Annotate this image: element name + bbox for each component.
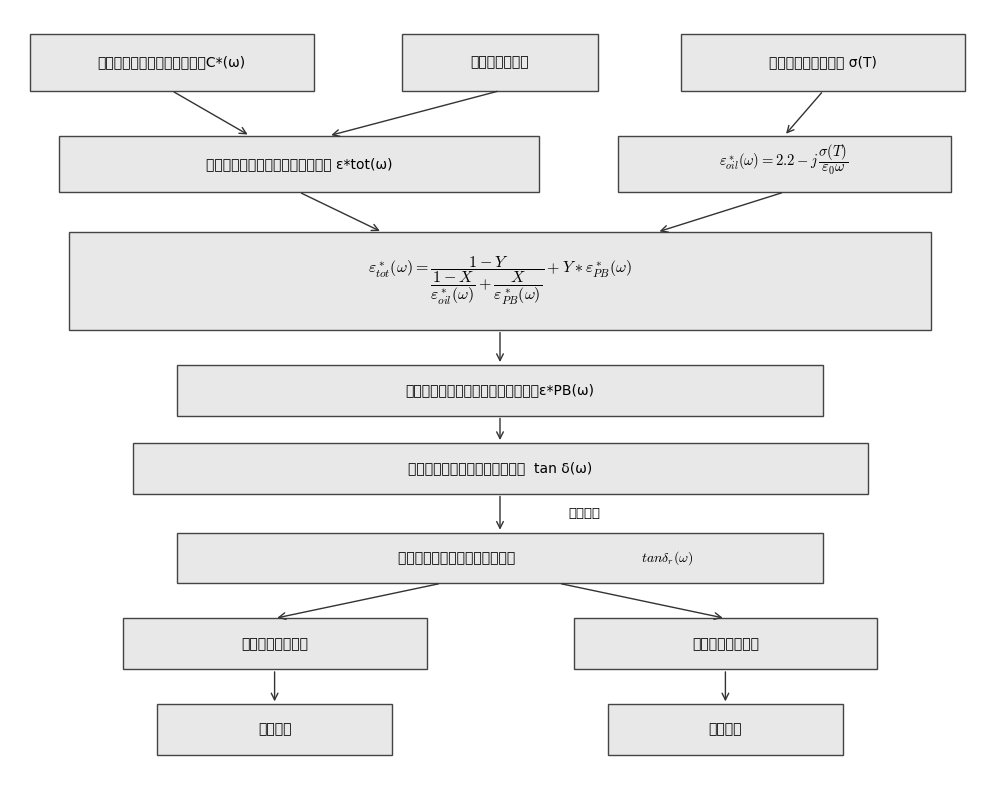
Bar	[69, 232, 931, 330]
Bar	[177, 533, 823, 583]
Bar	[177, 365, 823, 416]
Bar	[618, 136, 951, 192]
Text: 变压器纸板介质损耗因数频域谱: 变压器纸板介质损耗因数频域谱	[398, 551, 524, 565]
Bar	[574, 618, 877, 669]
Text: $\varepsilon^*_{tot}(\omega) = \dfrac{1-Y}{\dfrac{1-X}{\varepsilon^*_{oil}(\omeg: $\varepsilon^*_{tot}(\omega) = \dfrac{1-…	[368, 255, 632, 307]
Bar	[123, 618, 427, 669]
Text: 老化状态: 老化状态	[709, 723, 742, 736]
Text: $\varepsilon^*_{oil}(\omega) = 2.2 - j\,\dfrac{\sigma(T)}{\varepsilon_0\omega}$: $\varepsilon^*_{oil}(\omega) = 2.2 - j\,…	[719, 143, 849, 177]
Text: 水分含量: 水分含量	[258, 723, 291, 736]
Bar	[59, 136, 539, 192]
Text: 变压器油纸系统复介电常数频域谱 ε*tot(ω): 变压器油纸系统复介电常数频域谱 ε*tot(ω)	[206, 157, 392, 171]
Bar	[30, 34, 314, 91]
Text: 老化状态特征参量: 老化状态特征参量	[692, 637, 759, 650]
Text: 温度修正: 温度修正	[569, 506, 601, 520]
Bar	[608, 704, 843, 755]
Bar	[132, 443, 868, 494]
Bar	[402, 34, 598, 91]
Bar	[157, 704, 392, 755]
Text: 水分含量特征参量: 水分含量特征参量	[241, 637, 308, 650]
Bar	[681, 34, 965, 91]
Text: $tan\delta_r(\omega)$: $tan\delta_r(\omega)$	[641, 549, 693, 567]
Text: 现场运行变压器复电容频域谱C*(ω): 现场运行变压器复电容频域谱C*(ω)	[98, 56, 246, 69]
Text: 现场变压器油电导率 σ(T): 现场变压器油电导率 σ(T)	[769, 56, 877, 69]
Text: 变压器绝缘结构: 变压器绝缘结构	[471, 56, 529, 69]
Text: 变压器主绝缘纸板复介电常数频域谱ε*PB(ω): 变压器主绝缘纸板复介电常数频域谱ε*PB(ω)	[406, 383, 594, 397]
Text: 变压器纸板介质损耗因数频域谱  tan δ(ω): 变压器纸板介质损耗因数频域谱 tan δ(ω)	[408, 461, 592, 475]
